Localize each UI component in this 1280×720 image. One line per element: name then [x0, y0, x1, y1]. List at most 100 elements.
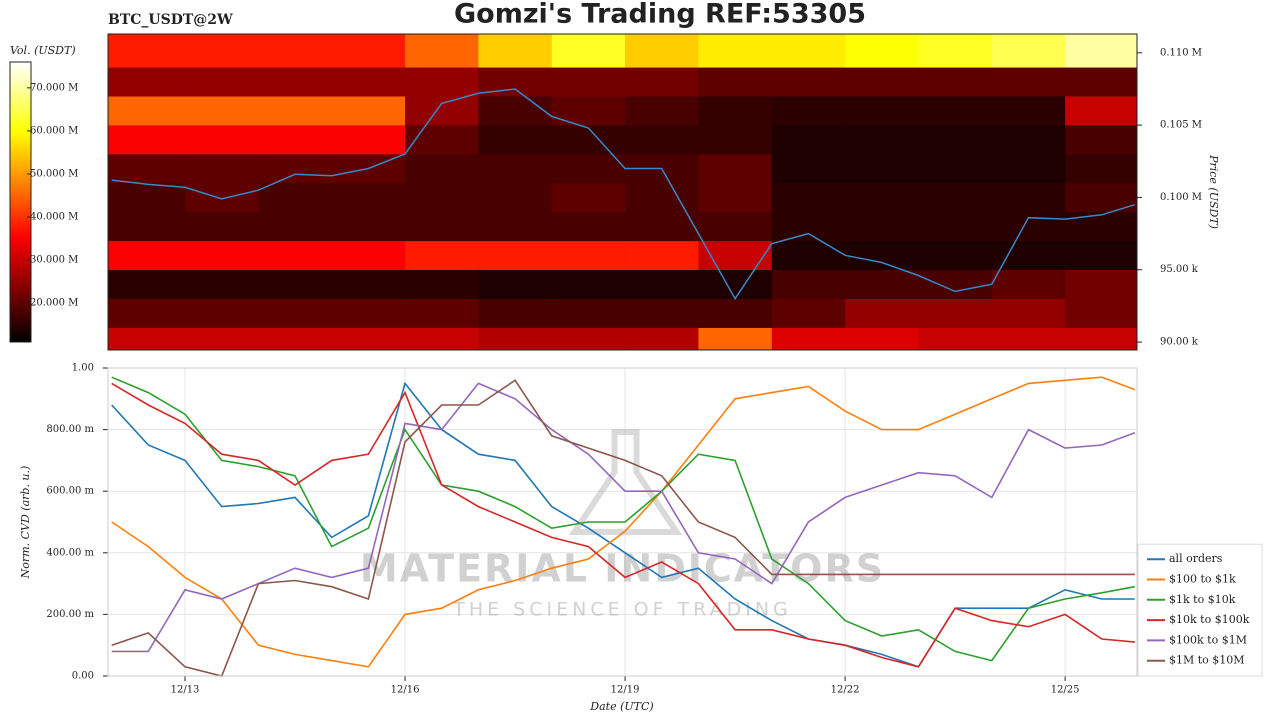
- heat-cell: [108, 34, 186, 68]
- y-tick-label: 0.100 M: [1160, 192, 1202, 203]
- heat-cell: [185, 240, 259, 271]
- heat-cell: [1065, 211, 1138, 242]
- colorbar-tick-label: 60.000 M: [30, 125, 78, 136]
- heat-cell: [918, 240, 993, 271]
- cvd-line: [111, 376, 1136, 668]
- heat-cell: [918, 327, 993, 351]
- heat-cell: [918, 96, 993, 126]
- heat-cell: [698, 211, 773, 242]
- heat-cell: [331, 67, 406, 97]
- heat-cell: [405, 125, 479, 155]
- y-tick-label: 90.00 k: [1160, 337, 1199, 348]
- heat-cell: [845, 269, 919, 299]
- colorbar-tick-label: 50.000 M: [30, 169, 78, 180]
- y-axis-label: Norm. CVD (arb. u.): [19, 466, 32, 580]
- heat-cell: [478, 269, 553, 299]
- plot-frame: [107, 33, 1138, 351]
- heat-cell: [698, 298, 773, 328]
- heat-cell: [625, 269, 699, 299]
- colorbar-tick-label: 40.000 M: [30, 212, 78, 223]
- heat-cell: [1065, 67, 1138, 97]
- heat-cell: [698, 125, 773, 155]
- heat-cell: [405, 327, 479, 351]
- heat-cell: [405, 96, 479, 126]
- heat-cell: [185, 96, 259, 126]
- heat-cell: [771, 154, 846, 184]
- heat-cell: [185, 182, 259, 213]
- heat-cell: [405, 211, 479, 242]
- heat-cell: [108, 211, 186, 242]
- colorbar-tick-label: 20.000 M: [30, 298, 78, 309]
- x-tick-label: 12/22: [831, 685, 860, 696]
- heat-cell: [478, 240, 553, 271]
- heat-cell: [845, 327, 919, 351]
- heat-cell: [918, 34, 993, 68]
- y-tick-label: 800.00 m: [46, 424, 94, 435]
- heat-cell: [771, 211, 846, 242]
- cvd-line: [111, 376, 1135, 662]
- heat-cell: [625, 240, 699, 271]
- heat-cell: [625, 182, 699, 213]
- heat-cell: [918, 182, 993, 213]
- legend-label: $1k to $10k: [1169, 593, 1236, 606]
- heat-cell: [185, 298, 259, 328]
- heat-cell: [1065, 125, 1138, 155]
- heat-cell: [331, 34, 406, 68]
- x-axis-label: Date (UTC): [589, 700, 653, 713]
- heat-cell: [108, 154, 186, 184]
- y-axis-label: Price (USDT): [1207, 154, 1220, 229]
- heat-cell: [478, 154, 553, 184]
- x-tick-label: 12/13: [171, 685, 200, 696]
- heat-cell: [185, 269, 259, 299]
- heat-cell: [405, 182, 479, 213]
- heat-cell: [331, 211, 406, 242]
- legend-label: all orders: [1169, 552, 1223, 565]
- colorbar-tick-label: 30.000 M: [30, 255, 78, 266]
- heat-cell: [551, 125, 626, 155]
- heat-cell: [108, 269, 186, 299]
- heat-cell: [845, 298, 919, 328]
- heat-cell: [478, 327, 553, 351]
- heat-cell: [1065, 96, 1138, 126]
- heat-cell: [918, 125, 993, 155]
- heat-cell: [918, 269, 993, 299]
- cvd-line: [111, 382, 1136, 653]
- heat-cell: [845, 211, 919, 242]
- heat-cell: [771, 298, 846, 328]
- y-tick-label: 600.00 m: [46, 486, 94, 497]
- heat-cell: [918, 298, 993, 328]
- heat-cell: [108, 327, 186, 351]
- heat-cell: [845, 154, 919, 184]
- heat-cell: [185, 125, 259, 155]
- heat-cell: [258, 327, 332, 351]
- heat-cell: [108, 96, 186, 126]
- y-tick-label: 0.110 M: [1160, 47, 1202, 58]
- line-plot: 0.00 200.00 m 400.00 m 600.00 m 800.00 m 1.00…: [46, 363, 1263, 696]
- heat-cell: [918, 67, 993, 97]
- heat-cell: [918, 154, 993, 184]
- watermark-logo: [568, 429, 683, 535]
- heat-cell: [551, 298, 626, 328]
- y-tick-label: 400.00 m: [46, 547, 94, 558]
- heat-cell: [331, 240, 406, 271]
- heat-cell: [478, 96, 553, 126]
- heat-cell: [108, 125, 186, 155]
- heat-cell: [991, 125, 1066, 155]
- heat-cell: [698, 269, 773, 299]
- heat-cell: [258, 154, 332, 184]
- heat-cell: [258, 211, 332, 242]
- heat-cell: [771, 96, 846, 126]
- heat-cell: [771, 125, 846, 155]
- legend-label: $100k to $1M: [1169, 633, 1247, 646]
- heat-cell: [698, 67, 773, 97]
- heat-cell: [331, 269, 406, 299]
- heatmap-plot: 90.00 k 95.00 k 0.100 M 0.105 M 0.110 M 20.00…: [27, 33, 1202, 351]
- legend-label: $100 to $1k: [1169, 573, 1236, 586]
- heat-cell: [331, 298, 406, 328]
- heat-cell: [845, 67, 919, 97]
- heat-cell: [991, 67, 1066, 97]
- heat-cell: [991, 269, 1066, 299]
- heat-cell: [258, 125, 332, 155]
- heat-cell: [771, 327, 846, 351]
